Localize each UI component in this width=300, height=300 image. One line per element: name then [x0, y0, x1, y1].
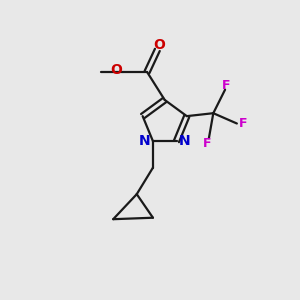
Text: N: N: [179, 134, 190, 148]
Text: F: F: [222, 79, 231, 92]
Text: O: O: [154, 38, 165, 52]
Text: O: O: [110, 64, 122, 77]
Text: F: F: [203, 137, 212, 150]
Text: N: N: [139, 134, 151, 148]
Text: F: F: [238, 117, 247, 130]
